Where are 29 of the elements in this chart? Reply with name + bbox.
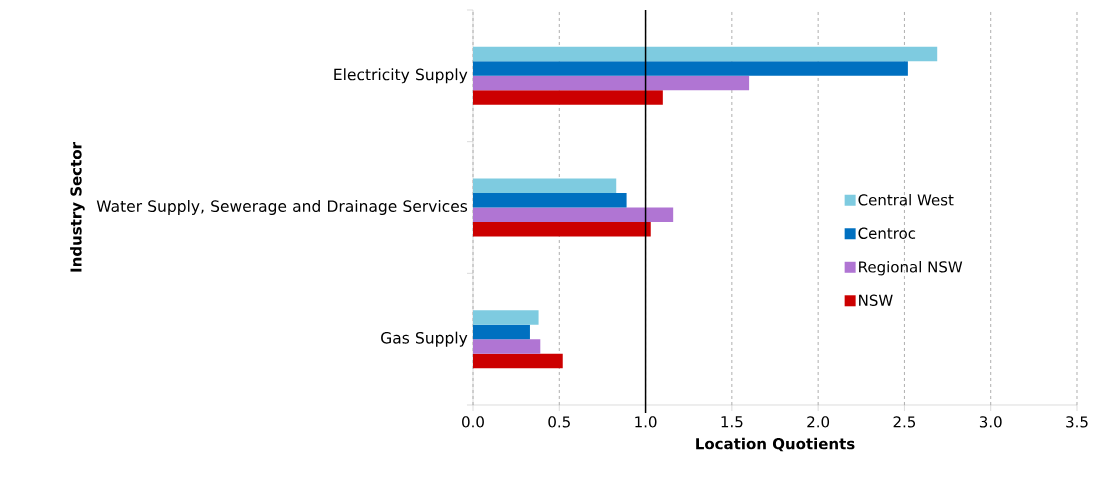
bar: [473, 222, 651, 237]
bar: [473, 310, 539, 325]
bar: [473, 339, 541, 354]
bar: [473, 90, 663, 105]
x-tick-label: 2.5: [893, 416, 916, 428]
legend-label: Centroc: [858, 227, 916, 239]
y-axis-title: Industry Sector: [70, 142, 85, 272]
x-tick-label: 2.0: [807, 416, 830, 428]
bar: [473, 207, 674, 222]
bar: [473, 353, 563, 369]
bar: [473, 61, 908, 76]
x-tick-label: 1.5: [721, 416, 743, 428]
legend-label: NSW: [859, 294, 893, 306]
y-tick-label: Water Supply, Sewerage and Drainage Services: [96, 200, 468, 216]
legend-label: Regional NSW: [859, 260, 963, 276]
x-tick-label: 0.0: [462, 416, 484, 428]
bar: [473, 75, 750, 91]
x-tick-label: 1.0: [635, 416, 657, 428]
bar: [473, 178, 617, 193]
y-tick-label: Electricity Supply: [334, 68, 468, 84]
x-axis-title: Location Quotients: [696, 437, 855, 452]
bar: [473, 324, 530, 340]
x-tick-label: 3.5: [1066, 416, 1088, 428]
bar: [473, 193, 627, 208]
x-tick-label: 0.5: [548, 416, 570, 428]
y-tick-label: Gas Supply: [381, 331, 468, 347]
bar: [473, 46, 938, 62]
legend-label: Central West: [858, 193, 954, 206]
x-tick-label: 3.0: [979, 416, 1002, 428]
